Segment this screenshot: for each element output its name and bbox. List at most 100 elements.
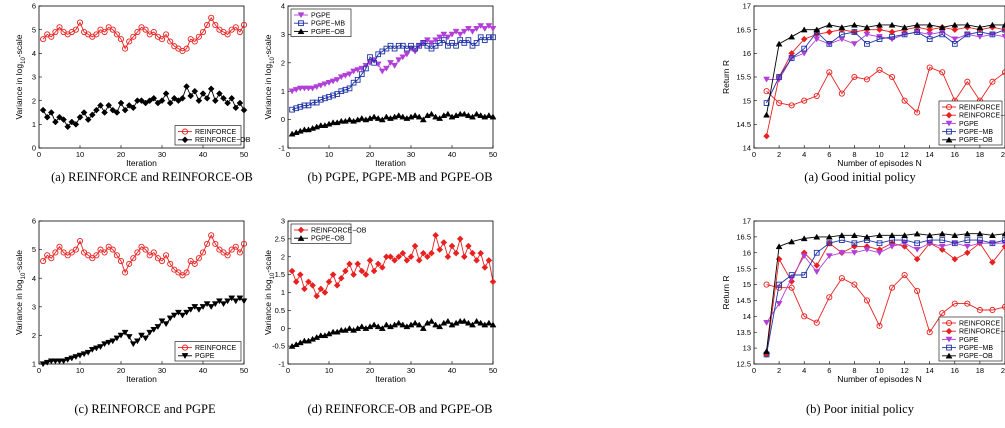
data-point <box>876 26 883 34</box>
data-point <box>801 313 808 320</box>
data-point <box>989 78 996 85</box>
x-tick-label: 40 <box>448 366 456 375</box>
data-point <box>174 309 182 316</box>
data-point <box>40 257 47 265</box>
data-point <box>477 112 485 118</box>
series-pgpe-ob <box>288 317 497 349</box>
y-tick-label: 12.5 <box>736 360 751 369</box>
data-point <box>989 258 996 266</box>
data-point <box>129 341 137 348</box>
data-point <box>926 329 933 336</box>
x-tick-label: 20 <box>366 366 374 375</box>
data-point <box>212 240 219 247</box>
data-point <box>901 271 908 279</box>
y-tick-label: 16 <box>743 248 751 257</box>
data-point <box>171 266 178 273</box>
data-point <box>40 36 47 43</box>
data-point <box>76 352 84 359</box>
data-point <box>322 95 328 102</box>
data-point <box>776 99 783 107</box>
data-point <box>838 24 846 30</box>
chart-p3: 0 2 4 6 8 10 12 14 16 18 20 14 14.5 15 15.5 16 16.5 17 Num… <box>721 2 1005 184</box>
legend-marker <box>181 344 189 351</box>
data-point <box>851 29 858 35</box>
x-tick-label: 10 <box>325 366 333 375</box>
data-point <box>370 267 378 275</box>
data-point <box>64 357 72 363</box>
series-reinforce <box>40 232 248 279</box>
y-tick-label: 6 <box>32 217 36 226</box>
data-point <box>407 253 415 261</box>
x-tick-label: 20 <box>1001 366 1005 375</box>
y-tick-label: 0 <box>32 144 36 153</box>
data-point <box>964 237 971 243</box>
data-point <box>362 271 370 278</box>
series-reinforce <box>763 271 1005 336</box>
data-point <box>158 257 166 265</box>
y-tick-label: 3 <box>32 302 36 311</box>
data-point <box>228 94 236 102</box>
data-point <box>191 260 198 267</box>
data-point <box>489 113 497 120</box>
data-point <box>346 71 353 78</box>
data-point <box>460 110 468 117</box>
data-point <box>801 272 808 278</box>
chart-p4: 0 10 20 30 40 50 1 2 3 4 5 6 Iteration Variance in lo… <box>14 217 248 416</box>
data-point <box>888 28 896 36</box>
data-point <box>358 323 366 330</box>
data-point <box>453 42 459 49</box>
data-point <box>813 36 821 43</box>
legend-entry: REINFORCE−OB <box>195 137 251 144</box>
y-tick-label: 3 <box>281 30 285 39</box>
x-tick-label: 10 <box>325 150 333 159</box>
data-point <box>851 281 858 288</box>
data-point <box>109 246 116 253</box>
data-point <box>109 26 116 33</box>
data-point <box>84 349 92 356</box>
data-point <box>329 78 337 85</box>
data-point <box>963 230 971 237</box>
x-tick-label: 6 <box>827 366 831 375</box>
data-point <box>224 99 231 107</box>
y-axis-label: Return R <box>721 275 731 309</box>
data-point <box>926 31 934 38</box>
data-point <box>914 240 921 247</box>
data-point <box>56 243 63 250</box>
legend-marker <box>946 344 952 351</box>
data-point <box>105 102 113 109</box>
data-point <box>317 82 325 89</box>
data-point <box>72 246 79 253</box>
data-point <box>215 298 223 305</box>
series-reinforce-ob <box>288 231 497 300</box>
data-point <box>48 255 55 262</box>
legend-entry: PGPE−OB <box>959 353 993 360</box>
legend-marker <box>297 28 305 35</box>
y-tick-label: -0.5 <box>272 342 285 351</box>
data-point <box>240 21 248 28</box>
x-tick-label: 20 <box>117 366 125 375</box>
data-point <box>951 36 959 43</box>
data-point <box>419 325 427 331</box>
data-point <box>346 85 353 92</box>
legend-marker <box>945 327 953 335</box>
legend-marker <box>181 353 189 359</box>
data-point <box>976 24 984 30</box>
data-point <box>951 41 958 47</box>
data-point <box>158 318 166 325</box>
data-point <box>150 249 157 256</box>
x-tick-label: 12 <box>900 150 908 159</box>
data-point <box>1001 21 1005 28</box>
data-point <box>97 246 104 253</box>
data-point <box>224 252 231 259</box>
data-point <box>469 28 476 35</box>
x-tick-label: 10 <box>76 150 84 159</box>
data-point <box>358 114 366 121</box>
legend-marker <box>945 352 953 359</box>
data-point <box>125 334 133 341</box>
y-tick-label: 15 <box>743 96 751 105</box>
data-point <box>800 253 808 260</box>
data-point <box>175 97 182 105</box>
data-point <box>92 345 100 352</box>
data-point <box>72 26 79 33</box>
